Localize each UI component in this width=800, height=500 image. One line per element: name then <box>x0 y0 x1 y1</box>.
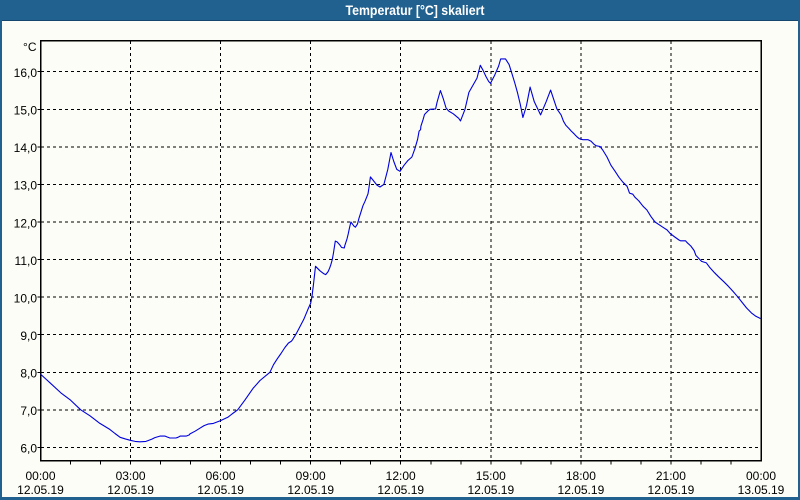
svg-text:Temperatur [°C] skaliert: Temperatur [°C] skaliert <box>346 3 485 18</box>
svg-text:12.05.19: 12.05.19 <box>558 483 605 497</box>
svg-text:06:00: 06:00 <box>206 469 236 483</box>
svg-text:12.05.19: 12.05.19 <box>287 483 334 497</box>
svg-text:00:00: 00:00 <box>746 469 776 483</box>
svg-text:15:00: 15:00 <box>476 469 506 483</box>
svg-text:13,0: 13,0 <box>14 179 38 193</box>
svg-text:11,0: 11,0 <box>15 254 38 268</box>
svg-text:12.05.19: 12.05.19 <box>107 483 154 497</box>
svg-text:10,0: 10,0 <box>14 291 38 305</box>
svg-text:12.05.19: 12.05.19 <box>648 483 695 497</box>
svg-text:18:00: 18:00 <box>566 469 596 483</box>
svg-text:12,0: 12,0 <box>14 216 38 230</box>
svg-text:7,0: 7,0 <box>20 404 37 418</box>
svg-text:09:00: 09:00 <box>296 469 326 483</box>
svg-text:12.05.19: 12.05.19 <box>377 483 424 497</box>
svg-text:12.05.19: 12.05.19 <box>197 483 244 497</box>
svg-text:12.05.19: 12.05.19 <box>467 483 514 497</box>
svg-text:12:00: 12:00 <box>386 469 416 483</box>
svg-text:13.05.19: 13.05.19 <box>738 483 785 497</box>
svg-text:21:00: 21:00 <box>656 469 686 483</box>
svg-text:16,0: 16,0 <box>14 66 38 80</box>
svg-text:14,0: 14,0 <box>14 141 38 155</box>
svg-text:°C: °C <box>23 40 37 54</box>
svg-text:03:00: 03:00 <box>116 469 146 483</box>
svg-text:12.05.19: 12.05.19 <box>17 483 64 497</box>
svg-text:00:00: 00:00 <box>25 469 55 483</box>
svg-text:9,0: 9,0 <box>20 329 37 343</box>
svg-text:15,0: 15,0 <box>14 104 38 118</box>
svg-text:8,0: 8,0 <box>20 367 37 381</box>
svg-text:6,0: 6,0 <box>20 442 37 456</box>
